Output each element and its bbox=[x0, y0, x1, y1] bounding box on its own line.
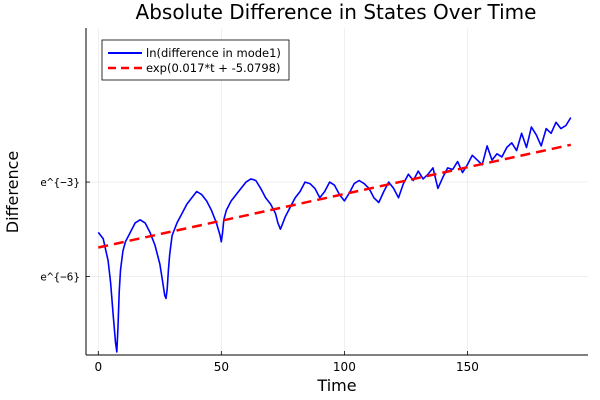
x-axis-label: Time bbox=[316, 376, 356, 395]
series-layer bbox=[97, 117, 572, 353]
y-ticks: e^{−3} e^{−6} bbox=[40, 176, 90, 283]
x-tick-label: 0 bbox=[94, 360, 102, 374]
grid bbox=[86, 28, 588, 355]
x-tick-label: 50 bbox=[214, 360, 229, 374]
y-tick-label: e^{−6} bbox=[40, 270, 80, 283]
legend-label-series-1: ln(difference in mode1) bbox=[146, 46, 281, 60]
series-line-1 bbox=[97, 117, 572, 353]
y-tick-label: e^{−3} bbox=[40, 176, 80, 189]
legend: ln(difference in mode1) exp(0.017*t + -5… bbox=[101, 39, 290, 81]
y-axis-label: Difference bbox=[3, 151, 22, 233]
legend-box bbox=[101, 39, 290, 81]
x-tick-label: 100 bbox=[333, 360, 356, 374]
legend-label-series-2: exp(0.017*t + -5.0798) bbox=[146, 61, 280, 75]
x-tick-label: 150 bbox=[456, 360, 479, 374]
series-line-2 bbox=[98, 143, 572, 249]
x-ticks: 0 50 100 150 bbox=[94, 351, 479, 374]
chart-title: Absolute Difference in States Over Time bbox=[136, 0, 537, 24]
